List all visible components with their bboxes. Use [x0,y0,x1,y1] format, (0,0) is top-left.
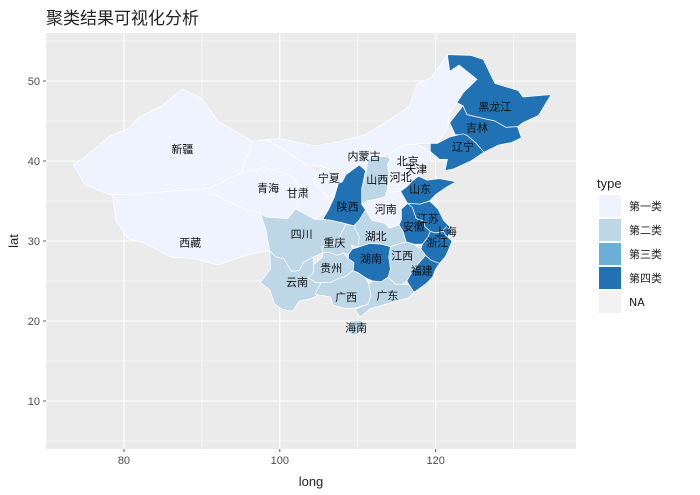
y-tick-label: 10 [28,396,40,408]
legend-label: 第一类 [629,199,662,213]
legend-swatch [599,219,621,241]
province-label: 西藏 [179,237,201,250]
y-axis-ticks: 10 20 30 40 50 [28,76,46,408]
province-label: 陕西 [337,200,359,214]
province-label: 吉林 [466,120,488,134]
legend-swatch [599,291,621,313]
province-label: 云南 [286,276,308,289]
province-region [259,250,324,312]
chart-title: 聚类结果可视化分析 [46,9,199,29]
province-region [355,276,415,318]
province-label: 宁夏 [318,171,340,185]
province-label: 重庆 [323,236,345,250]
province-label: 天津 [405,163,427,176]
legend-label: 第二类 [629,223,662,237]
province-label: 安徽 [403,220,425,234]
province-label: 浙江 [426,237,448,250]
legend-swatch [599,195,621,217]
legend-swatch [599,243,621,265]
province-label: 四川 [291,228,313,241]
province-label: 广西 [335,291,357,304]
map-regions [72,54,552,336]
y-tick-label: 40 [28,156,40,168]
x-tick-label: 80 [118,455,130,467]
legend-label: 第四类 [629,271,662,285]
province-region [347,319,366,336]
province-label: 湖北 [365,230,387,243]
province-label: 内蒙古 [348,149,381,163]
province-label: 山西 [366,173,388,186]
province-label: 山东 [409,183,431,196]
y-axis-title: lat [6,234,21,248]
province-label: 北京 [397,154,419,168]
province-region [111,187,271,266]
province-label: 湖南 [360,253,382,266]
province-region [312,166,339,198]
province-region [387,241,426,285]
province-label: 辽宁 [452,140,474,154]
province-label: 河北 [390,171,412,184]
legend-title: type [597,176,622,191]
x-tick-label: 120 [427,455,445,467]
province-label: 黑龙江 [478,101,511,114]
legend-swatch [599,267,621,289]
y-tick-label: 50 [28,76,40,88]
province-label: 福建 [411,264,433,278]
legend-label: NA [629,296,645,309]
x-axis-ticks: 80 100 120 [118,449,445,467]
province-label: 海南 [345,320,367,334]
x-axis-title: long [299,474,324,489]
province-label: 新疆 [171,142,193,156]
province-label: 上海 [435,224,457,238]
province-label: 广东 [376,289,398,302]
legend-label: 第三类 [629,247,662,261]
province-label: 江苏 [417,213,439,226]
y-tick-label: 30 [28,236,40,248]
province-label: 青海 [257,181,279,195]
province-label: 江西 [391,249,413,262]
x-tick-label: 100 [271,455,289,467]
province-label: 河南 [375,203,397,216]
province-label: 甘肃 [287,187,309,200]
y-tick-label: 20 [28,316,40,328]
province-region [429,133,485,171]
province-label: 贵州 [320,262,342,275]
